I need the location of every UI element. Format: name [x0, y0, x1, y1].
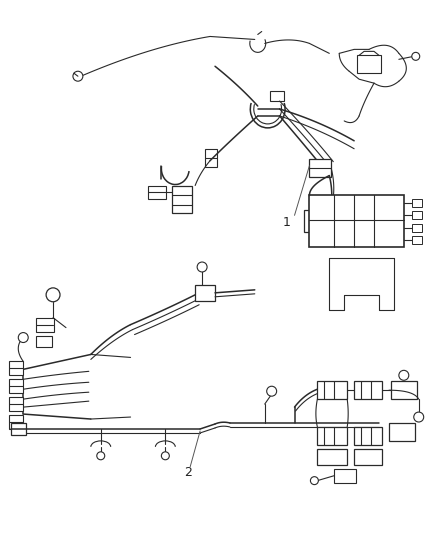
Circle shape: [411, 52, 419, 60]
Circle shape: [161, 452, 169, 460]
Circle shape: [197, 262, 207, 272]
Bar: [317, 449, 346, 465]
Bar: [9, 415, 23, 429]
Text: 1: 1: [282, 216, 290, 229]
Bar: [411, 199, 421, 207]
Bar: [36, 318, 54, 332]
Bar: [269, 91, 283, 101]
Bar: [11, 423, 26, 435]
Bar: [309, 159, 331, 176]
Circle shape: [310, 477, 318, 484]
Bar: [36, 336, 52, 348]
Bar: [148, 185, 166, 199]
Bar: [9, 361, 23, 375]
Bar: [411, 212, 421, 219]
Circle shape: [266, 386, 276, 396]
Bar: [9, 379, 23, 393]
Bar: [390, 381, 416, 399]
Circle shape: [46, 288, 60, 302]
Bar: [353, 381, 381, 399]
Bar: [411, 224, 421, 232]
Circle shape: [18, 333, 28, 343]
Circle shape: [398, 370, 408, 380]
Bar: [205, 149, 216, 167]
Circle shape: [96, 452, 105, 460]
Bar: [309, 196, 403, 247]
Bar: [333, 469, 355, 482]
Bar: [388, 423, 414, 441]
Bar: [317, 381, 346, 399]
Bar: [356, 55, 380, 73]
Bar: [411, 236, 421, 244]
Bar: [353, 449, 381, 465]
Bar: [195, 285, 215, 301]
Circle shape: [73, 71, 83, 81]
Bar: [9, 397, 23, 411]
Bar: [317, 427, 346, 445]
Bar: [353, 427, 381, 445]
Circle shape: [413, 412, 423, 422]
Bar: [172, 185, 192, 213]
Text: 2: 2: [184, 466, 192, 479]
Bar: [304, 211, 339, 232]
